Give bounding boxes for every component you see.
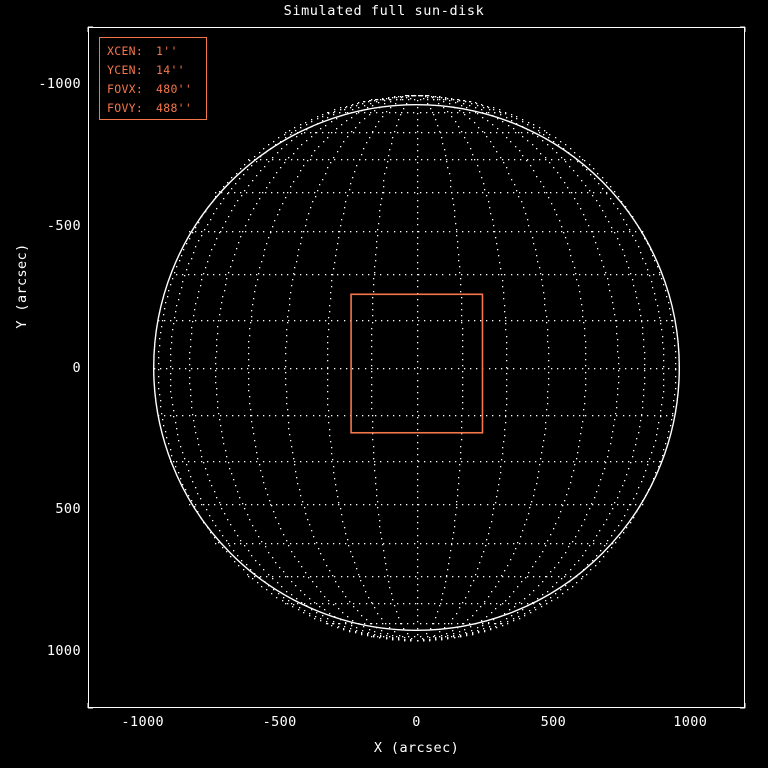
info-key-fovy: FOVY: (107, 101, 144, 115)
sun-disk-canvas (153, 95, 680, 642)
info-value-fovx: 480'' (156, 82, 193, 96)
y-tick-label: 1000 (46, 643, 81, 660)
x-tick-label: 500 (540, 714, 567, 730)
fov-info-box: XCEN: 1'' YCEN: 14'' FOVX: 480'' FOVY: 4… (99, 37, 207, 120)
info-value-ycen: 14'' (156, 63, 185, 77)
x-tick-label: 0 (412, 714, 421, 730)
x-tick-label: 1000 (673, 714, 708, 730)
y-axis-title: Y (arcsec) (14, 243, 30, 329)
plot-area (88, 27, 745, 708)
y-tick-label: 0 (72, 359, 81, 376)
x-axis-title: X (arcsec) (373, 740, 460, 756)
info-key-xcen: XCEN: (107, 44, 144, 58)
y-tick-label: 500 (55, 501, 81, 518)
x-tick-label: -1000 (121, 714, 165, 730)
y-tick-label: -1000 (38, 75, 81, 92)
info-value-fovy: 488'' (156, 101, 193, 115)
info-row-ycen: YCEN: 14'' (107, 61, 206, 80)
info-value-xcen: 1'' (156, 44, 178, 58)
info-row-fovx: FOVX: 480'' (107, 80, 206, 99)
x-tick-label: -500 (262, 714, 297, 730)
info-row-fovy: FOVY: 488'' (107, 99, 206, 118)
fov-box (350, 293, 484, 434)
y-tick-label: -500 (46, 217, 81, 234)
info-row-xcen: XCEN: 1'' (107, 42, 206, 61)
page-title: Simulated full sun-disk (283, 3, 485, 19)
info-key-fovx: FOVX: (107, 82, 144, 96)
info-key-ycen: YCEN: (107, 63, 144, 77)
